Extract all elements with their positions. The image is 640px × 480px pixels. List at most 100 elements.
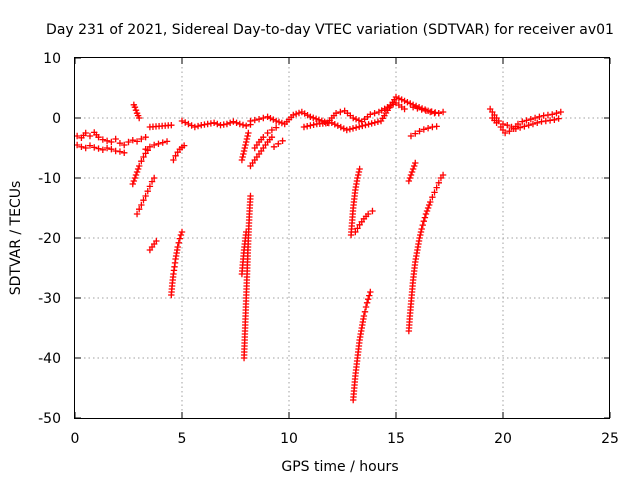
data-point xyxy=(144,188,151,195)
series-arc-r xyxy=(270,137,286,150)
data-point xyxy=(142,146,149,153)
data-point xyxy=(103,137,111,144)
data-point xyxy=(129,137,136,144)
data-point xyxy=(433,123,440,130)
x-tick-label: 15 xyxy=(387,431,405,447)
data-point-fill xyxy=(354,225,361,232)
data-point xyxy=(367,111,374,118)
y-tick-label: 10 xyxy=(43,51,61,67)
data-point xyxy=(159,139,166,146)
data-point-fill xyxy=(398,96,405,103)
data-point xyxy=(361,308,369,315)
data-point xyxy=(501,129,509,137)
data-point xyxy=(275,140,282,147)
data-point-fill xyxy=(417,228,425,236)
data-point-fill xyxy=(239,121,247,129)
series-arc-p xyxy=(247,134,276,170)
data-point xyxy=(407,132,415,140)
data-point xyxy=(142,192,149,200)
series-arc-ac xyxy=(489,108,564,137)
data-point-fill xyxy=(365,121,372,128)
data-point xyxy=(328,119,335,126)
y-tick-label: -50 xyxy=(38,411,61,427)
y-tick-label: -10 xyxy=(38,171,61,187)
data-point xyxy=(427,108,434,116)
x-tick-label: 10 xyxy=(280,431,298,447)
data-point xyxy=(174,243,181,251)
y-tick-label: -40 xyxy=(38,351,61,367)
data-point xyxy=(439,108,447,116)
data-point-fill xyxy=(226,119,234,126)
data-point xyxy=(435,110,442,117)
series-arc-w xyxy=(352,207,376,236)
data-point xyxy=(163,138,171,145)
data-point-fill xyxy=(130,177,138,185)
series-arc-x xyxy=(405,171,447,335)
series-arc-k xyxy=(170,142,188,164)
data-point xyxy=(516,124,524,131)
data-point-fill xyxy=(243,135,251,143)
y-tick-label: -20 xyxy=(38,231,61,247)
data-point xyxy=(549,111,556,118)
series-arc-t xyxy=(300,93,442,134)
series-arc-i xyxy=(146,122,175,131)
data-point xyxy=(177,231,185,239)
series-arc-f xyxy=(133,174,158,218)
data-point xyxy=(133,138,141,145)
data-point xyxy=(439,171,447,179)
series-arc-q xyxy=(251,124,280,152)
data-point xyxy=(243,138,250,146)
data-point xyxy=(133,168,141,176)
data-point xyxy=(300,123,308,131)
data-point xyxy=(103,144,111,152)
data-point-fill xyxy=(244,132,251,140)
data-point xyxy=(409,165,417,173)
data-point xyxy=(175,239,182,246)
data-point-fill xyxy=(340,125,347,132)
data-point xyxy=(178,228,186,236)
data-point xyxy=(429,194,436,201)
data-point xyxy=(99,146,107,153)
data-point xyxy=(264,113,271,120)
series-arc-n xyxy=(240,192,254,362)
data-point-fill xyxy=(310,114,317,121)
data-point-fill xyxy=(240,150,247,158)
data-point-fill xyxy=(355,168,363,176)
series-arc-h xyxy=(142,138,171,153)
data-point xyxy=(523,117,530,124)
y-tick-label: 0 xyxy=(52,111,61,127)
data-point-fill xyxy=(352,116,360,123)
data-point xyxy=(125,138,132,146)
data-point xyxy=(407,171,415,179)
data-point xyxy=(519,118,526,125)
x-axis-label: GPS time / hours xyxy=(281,459,398,475)
data-point xyxy=(272,117,280,125)
data-point xyxy=(363,299,371,306)
data-point xyxy=(82,144,89,152)
series-arc-y xyxy=(405,159,419,185)
data-point xyxy=(243,122,250,129)
data-point xyxy=(422,107,430,114)
data-point-fill xyxy=(362,121,369,129)
data-point xyxy=(121,149,128,156)
data-point xyxy=(268,126,276,134)
data-point xyxy=(260,134,267,141)
data-point xyxy=(424,125,432,132)
data-point-fill xyxy=(352,124,360,131)
data-point-fill xyxy=(270,116,277,123)
data-point xyxy=(230,118,237,125)
data-point xyxy=(525,122,532,129)
data-point xyxy=(412,159,419,167)
data-point xyxy=(412,130,419,137)
data-point xyxy=(418,225,425,233)
data-points xyxy=(73,93,564,404)
data-point xyxy=(557,108,564,116)
data-point xyxy=(420,126,428,133)
data-point xyxy=(264,129,271,137)
data-point xyxy=(155,140,162,147)
data-point-fill xyxy=(423,207,431,215)
series-arc-ab xyxy=(486,105,562,132)
data-point xyxy=(290,111,297,119)
data-point-fill xyxy=(354,171,362,179)
